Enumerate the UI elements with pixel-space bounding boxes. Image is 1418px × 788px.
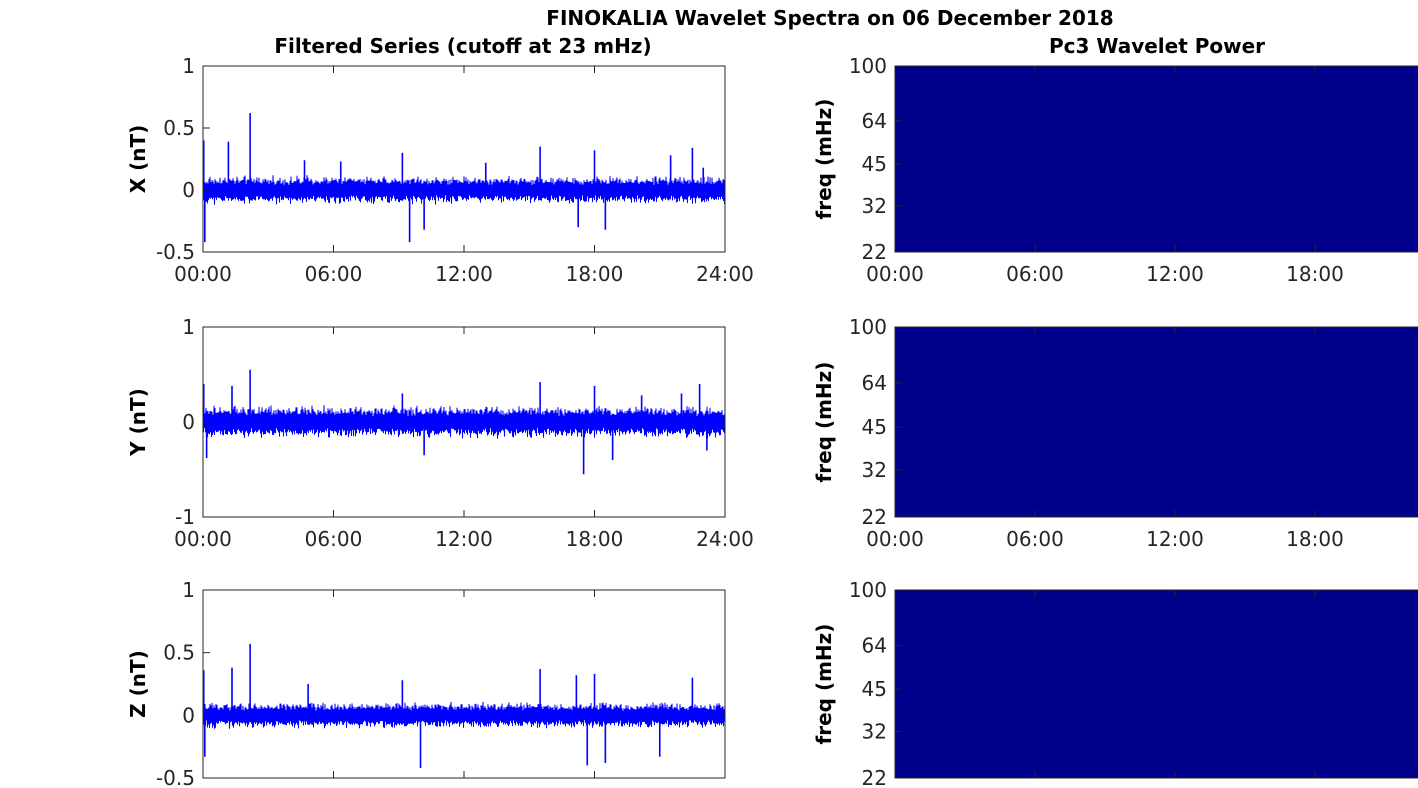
x-series-xtick-label-2: 12:00 — [435, 262, 493, 286]
y-series-ytick-label-2: 1 — [182, 315, 195, 339]
y-wavelet-plot-area — [895, 327, 1418, 517]
left-column-title: Filtered Series (cutoff at 23 mHz) — [274, 34, 651, 58]
y-series-trace — [203, 405, 725, 439]
y-wavelet-xtick-label-1: 06:00 — [1006, 527, 1064, 551]
z-series-plot-area — [203, 643, 725, 768]
y-series-plot-area — [203, 369, 725, 475]
x-series-xtick-label-3: 18:00 — [566, 262, 624, 286]
y-wavelet-ylabel: freq (mHz) — [812, 362, 836, 483]
x-wavelet-xtick-label-0: 00:00 — [866, 262, 924, 286]
z-wavelet-ytick-label-0: 100 — [849, 578, 887, 602]
x-wavelet-xtick-label-3: 18:00 — [1286, 262, 1344, 286]
y-series-ylabel: Y (nT) — [126, 388, 150, 457]
z-series-ytick-label-2: 0.5 — [163, 641, 195, 665]
z-series-trace — [203, 701, 725, 729]
x-series-ytick-label-0: -0.5 — [156, 240, 195, 264]
y-series-xtick-label-2: 12:00 — [435, 527, 493, 551]
x-wavelet-ytick-label-0: 100 — [849, 54, 887, 78]
x-series-trace — [203, 175, 725, 205]
right-column-title: Pc3 Wavelet Power — [1049, 34, 1265, 58]
x-series-xtick-label-1: 06:00 — [305, 262, 363, 286]
z-series-axes-box — [202, 589, 726, 779]
y-series-xtick-label-3: 18:00 — [566, 527, 624, 551]
y-wavelet-xtick-label-0: 00:00 — [866, 527, 924, 551]
z-series-ytick-label-0: -0.5 — [156, 766, 195, 788]
y-wavelet-ytick-label-1: 64 — [862, 371, 887, 395]
x-series-ytick-label-2: 0.5 — [163, 116, 195, 140]
x-series-plot-area — [203, 113, 725, 243]
x-series-axes-box — [202, 65, 726, 253]
x-series-xtick-label-4: 24:00 — [696, 262, 754, 286]
z-wavelet-ytick-label-3: 32 — [862, 719, 887, 743]
x-wavelet-xtick-label-1: 06:00 — [1006, 262, 1064, 286]
z-wavelet-power-field — [895, 590, 1418, 778]
z-wavelet-plot-area — [895, 590, 1418, 778]
z-series-ytick-label-3: 1 — [182, 578, 195, 602]
z-wavelet-ytick-label-2: 45 — [862, 677, 887, 701]
x-wavelet-ytick-label-1: 64 — [862, 109, 887, 133]
x-wavelet-xtick-label-2: 12:00 — [1146, 262, 1204, 286]
y-wavelet-xtick-label-2: 12:00 — [1146, 527, 1204, 551]
panels: 00:00 06:00 12:00 18:00 24:00 -0.5 0 0.5 1 X (nT)… — [126, 54, 1418, 788]
x-wavelet-plot-area — [895, 66, 1418, 252]
y-wavelet-ytick-label-3: 32 — [862, 458, 887, 482]
z-wavelet-ylabel: freq (mHz) — [812, 624, 836, 745]
x-series-ylabel: X (nT) — [126, 125, 150, 194]
y-wavelet-ytick-label-4: 22 — [862, 505, 887, 529]
x-series-xtick-label-0: 00:00 — [174, 262, 232, 286]
y-wavelet-power-field — [895, 327, 1418, 517]
z-wavelet-ytick-label-1: 64 — [862, 633, 887, 657]
y-series-panel: 00:00 06:00 12:00 18:00 24:00 -1 0 1 Y (nT) — [126, 315, 754, 551]
figure-title: FINOKALIA Wavelet Spectra on 06 December… — [546, 6, 1113, 30]
y-series-xtick-label-1: 06:00 — [305, 527, 363, 551]
y-wavelet-ytick-label-2: 45 — [862, 415, 887, 439]
z-series-ytick-label-1: 0 — [182, 703, 195, 727]
x-series-ytick-label-1: 0 — [182, 178, 195, 202]
y-series-ytick-label-0: -1 — [175, 505, 195, 529]
z-series-ylabel: Z (nT) — [126, 650, 150, 718]
z-wavelet-panel: 100 64 45 32 22 freq (mHz) — [812, 578, 1418, 788]
z-wavelet-ytick-label-4: 22 — [862, 766, 887, 788]
y-series-ytick-label-1: 0 — [182, 410, 195, 434]
x-wavelet-ytick-label-4: 22 — [862, 240, 887, 264]
y-wavelet-ytick-label-0: 100 — [849, 315, 887, 339]
x-wavelet-ylabel: freq (mHz) — [812, 99, 836, 220]
y-series-xtick-label-0: 00:00 — [174, 527, 232, 551]
x-series-ytick-label-3: 1 — [182, 54, 195, 78]
y-wavelet-xtick-label-3: 18:00 — [1286, 527, 1344, 551]
y-series-xtick-label-4: 24:00 — [696, 527, 754, 551]
x-wavelet-ytick-label-2: 45 — [862, 152, 887, 176]
x-wavelet-power-field — [895, 66, 1418, 252]
x-wavelet-ytick-label-3: 32 — [862, 194, 887, 218]
x-series-panel: 00:00 06:00 12:00 18:00 24:00 -0.5 0 0.5 1 X (nT) — [126, 54, 754, 286]
